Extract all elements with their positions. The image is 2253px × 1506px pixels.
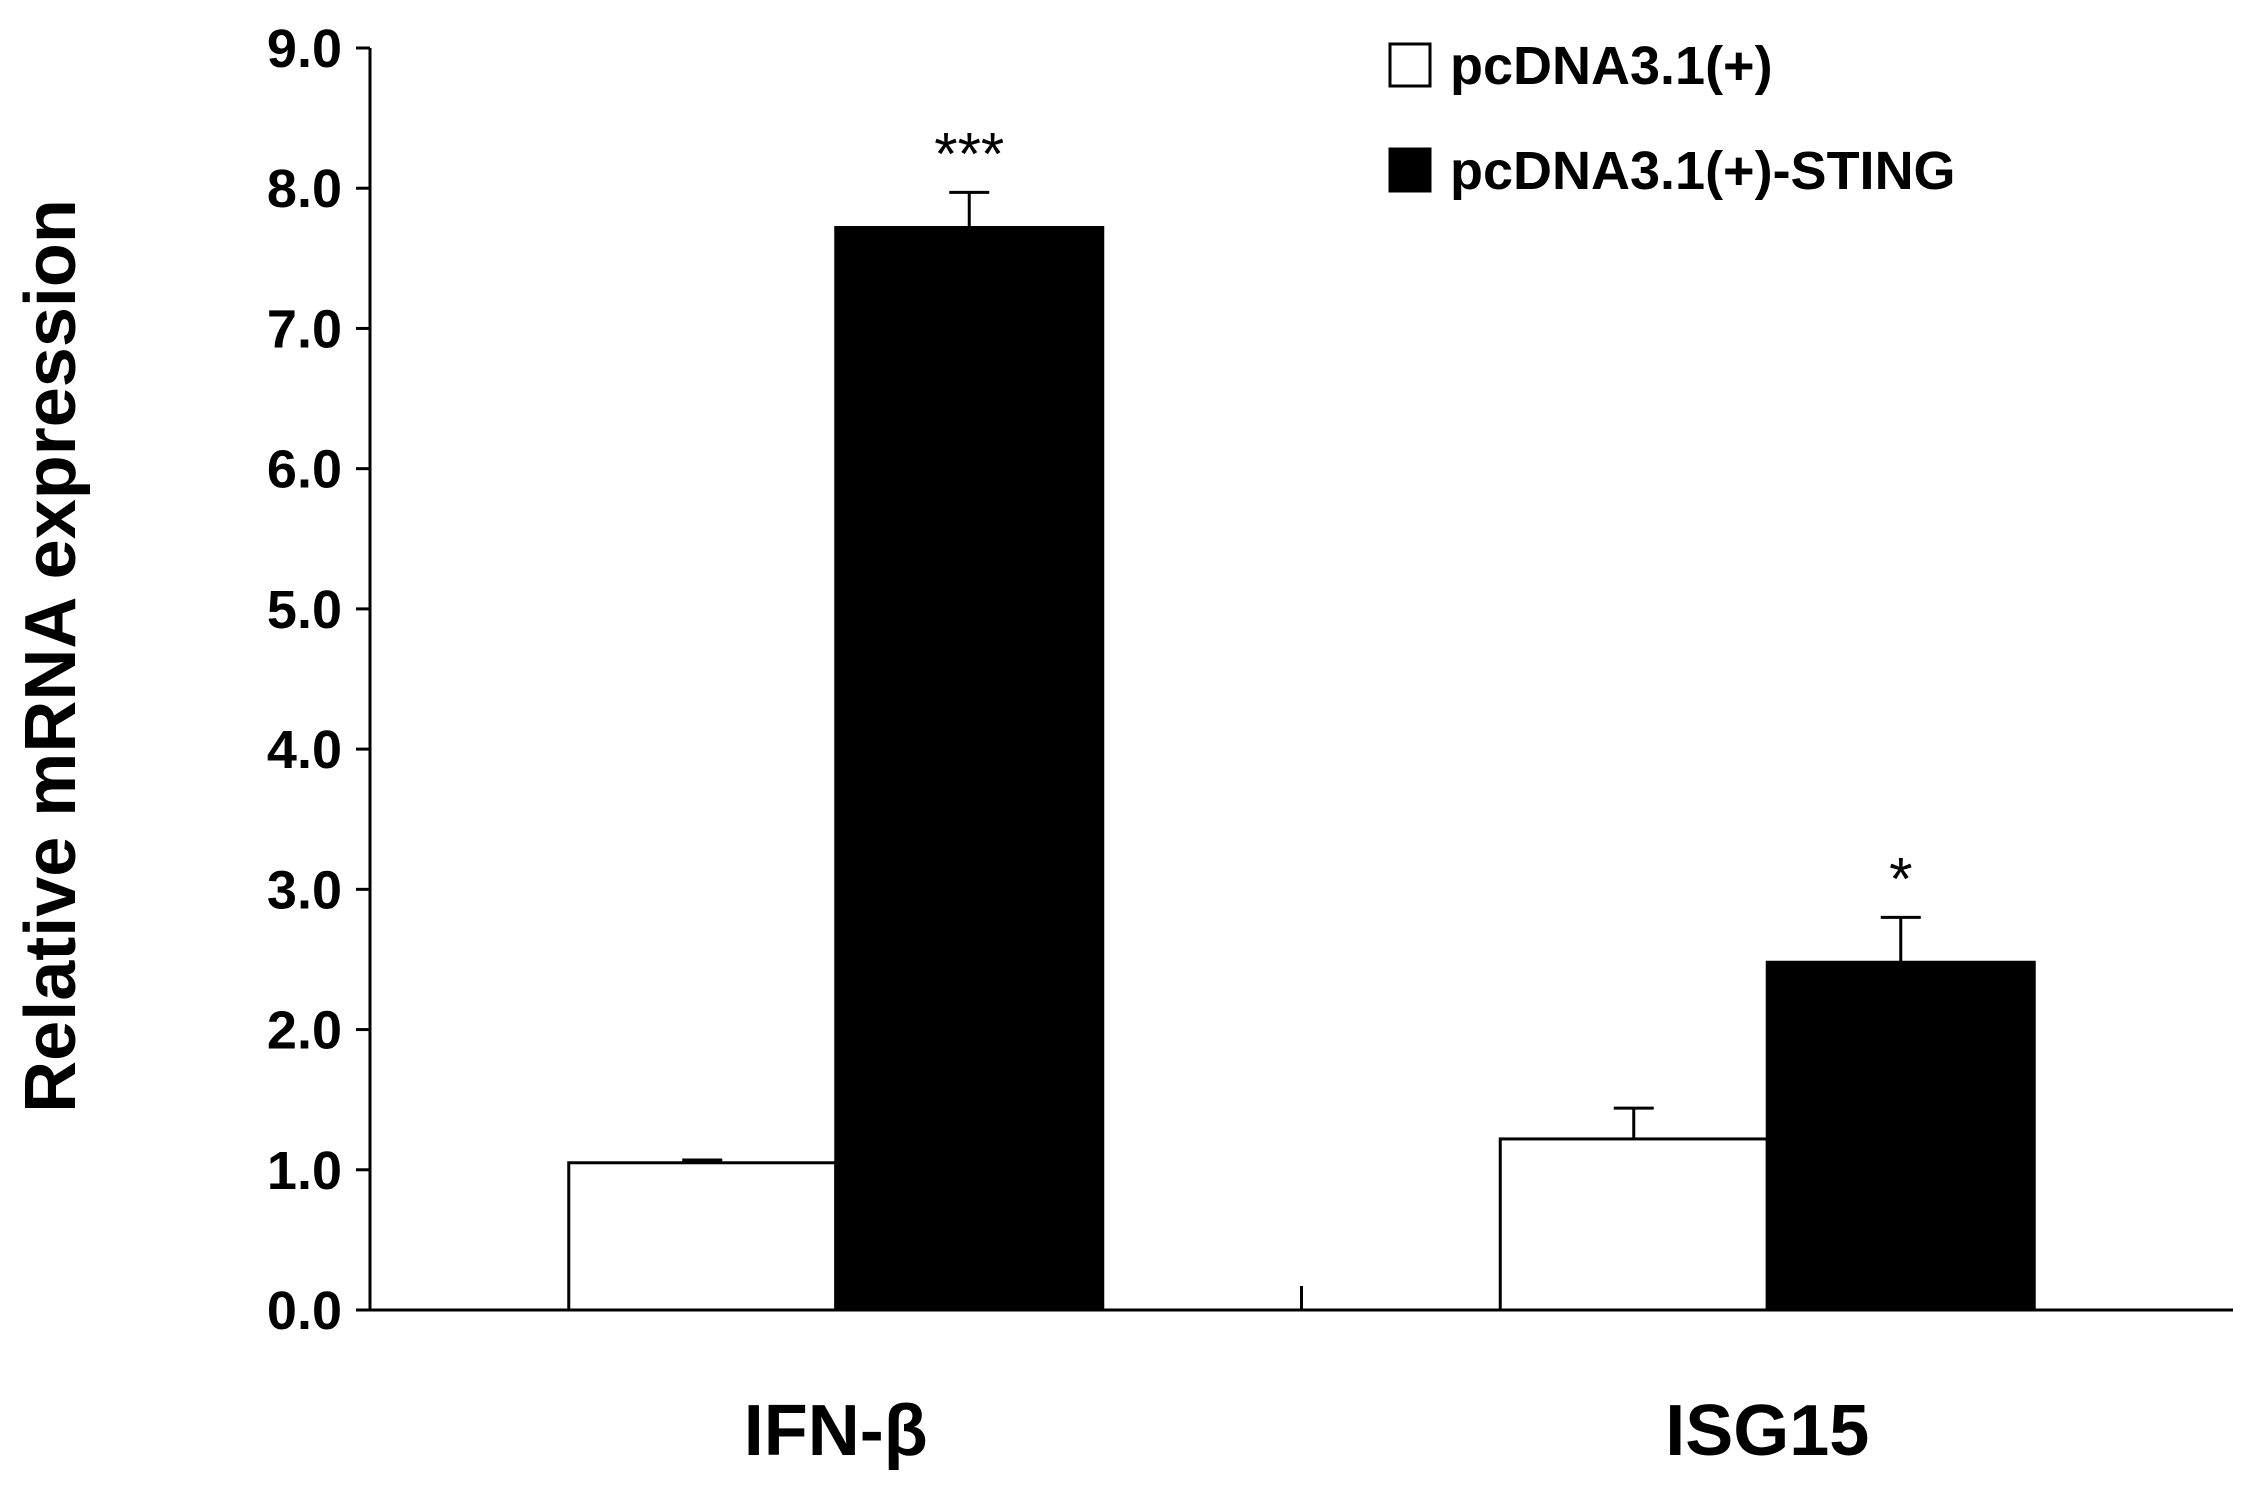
- bar: [834, 225, 1105, 1312]
- y-tick-label: 0.0: [267, 1281, 342, 1341]
- error-bars: [682, 190, 1921, 1163]
- legend-label: pcDNA3.1(+)-STING: [1450, 141, 1956, 201]
- legend-swatch: [1388, 147, 1432, 193]
- bar: [1498, 1137, 1769, 1312]
- y-tick-label: 5.0: [267, 580, 342, 640]
- category-labels: IFN-β ISG15: [744, 1391, 1870, 1471]
- y-tick-label: 7.0: [267, 299, 342, 359]
- y-tick-label: 2.0: [267, 1001, 342, 1061]
- legend: pcDNA3.1(+) pcDNA3.1(+)-STING: [1388, 36, 1956, 201]
- bar: [1765, 960, 2036, 1312]
- significance-marks: ****: [934, 120, 1912, 912]
- y-tick-label: 4.0: [267, 720, 342, 780]
- legend-swatch: [1388, 42, 1432, 88]
- axes: 0.0 1.0 2.0 3.0 4.0 5.0 6.0 7.0 8.0 9.0: [267, 19, 2233, 1341]
- y-tick-label: 8.0: [267, 159, 342, 219]
- y-tick-label: 1.0: [267, 1141, 342, 1201]
- y-tick-label: 6.0: [267, 440, 342, 500]
- y-tick-label: 3.0: [267, 860, 342, 920]
- bars: [567, 225, 2036, 1312]
- category-label: IFN-β: [744, 1391, 928, 1471]
- y-axis-title: Relative mRNA expression: [11, 199, 91, 1113]
- significance-label: *: [1889, 845, 1912, 912]
- significance-label: ***: [934, 120, 1004, 187]
- category-label: ISG15: [1665, 1391, 1869, 1471]
- bar: [567, 1161, 838, 1312]
- legend-label: pcDNA3.1(+): [1450, 36, 1773, 96]
- y-tick-label: 9.0: [267, 19, 342, 79]
